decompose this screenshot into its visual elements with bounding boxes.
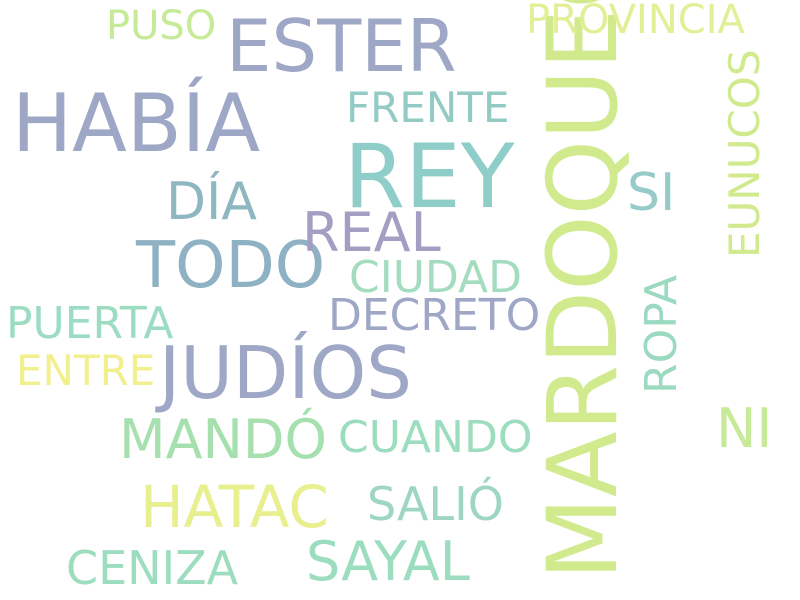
word-puso: PUSO — [106, 3, 217, 49]
word-judios: JUDÍOS — [159, 331, 412, 415]
word-real: REAL — [302, 201, 441, 264]
word-habia: HABÍA — [12, 77, 261, 170]
word-eunucos: EUNUCOS — [720, 49, 769, 258]
word-decreto: DECRETO — [328, 290, 541, 341]
word-ni: NI — [716, 397, 773, 460]
word-ester: ESTER — [226, 4, 457, 88]
word-dia: DÍA — [166, 172, 257, 232]
word-hatac: HATAC — [140, 473, 329, 541]
word-cuando: CUANDO — [338, 412, 533, 463]
word-puerta: PUERTA — [6, 298, 174, 349]
word-salio: SALIÓ — [367, 477, 504, 531]
word-ropa: ROPA — [636, 274, 687, 394]
word-frente: FRENTE — [346, 83, 510, 132]
word-rey: REY — [344, 125, 515, 228]
word-provincia: PROVINCIA — [526, 0, 745, 43]
word-si: SI — [627, 163, 676, 223]
word-mando: MANDÓ — [119, 408, 328, 471]
word-sayal: SAYAL — [306, 530, 470, 593]
word-todo: TODO — [136, 229, 326, 303]
word-ceniza: CENIZA — [66, 541, 239, 595]
word-mardoqueo: MARDOQUEO — [527, 0, 639, 580]
word-entre: ENTRE — [16, 346, 156, 395]
word-ciudad: CIUDAD — [349, 252, 522, 303]
